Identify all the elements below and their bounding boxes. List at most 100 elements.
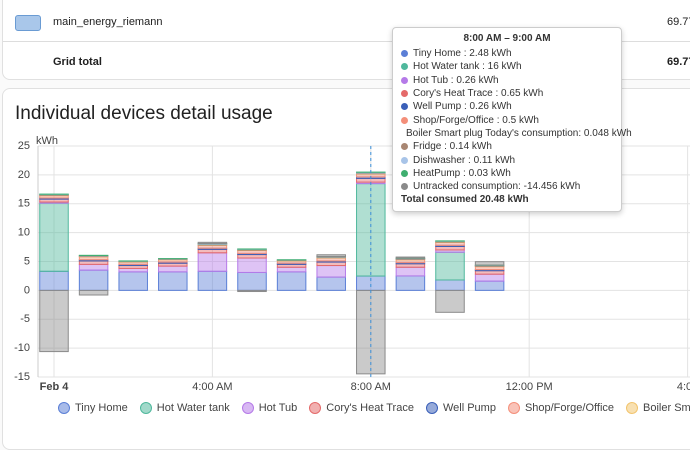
legend-label: Tiny Home — [75, 402, 128, 414]
tooltip-text: Shop/Forge/Office : 0.5 kWh — [413, 115, 539, 126]
tooltip-text: Cory's Heat Trace : 0.65 kWh — [413, 88, 543, 99]
bar-segment — [475, 274, 504, 281]
tooltip-text: Tiny Home : 2.48 kWh — [413, 48, 512, 59]
y-tick-label: 5 — [24, 255, 30, 267]
tooltip-dot — [401, 143, 408, 150]
tooltip-line: Cory's Heat Trace : 0.65 kWh — [401, 87, 613, 100]
bar-segment — [475, 262, 504, 265]
legend-dot — [626, 402, 638, 414]
bar-segment — [40, 271, 69, 290]
tooltip-line: Tiny Home : 2.48 kWh — [401, 47, 613, 60]
bar-segment — [40, 290, 69, 351]
bar-segment — [238, 255, 267, 258]
bar-segment — [436, 290, 465, 312]
bar-segment — [396, 267, 425, 276]
legend-dot — [309, 402, 321, 414]
legend-label: Well Pump — [443, 402, 496, 414]
tooltip-dot — [401, 183, 408, 190]
bar-segment — [198, 253, 227, 271]
tooltip-dot — [401, 90, 408, 97]
y-tick-label: -15 — [14, 371, 30, 383]
legend-label: Boiler Smart plug Today's consumption — [643, 402, 690, 414]
bar-segment — [277, 267, 306, 272]
bar-segment — [79, 270, 108, 290]
bar-segment — [317, 255, 346, 257]
y-tick-label: 0 — [24, 284, 30, 296]
legend-label: Hot Water tank — [157, 402, 230, 414]
legend-item[interactable]: Shop/Forge/Office — [508, 402, 614, 414]
tooltip-line: Untracked consumption: -14.456 kWh — [401, 180, 613, 193]
y-tick-label: 15 — [18, 198, 30, 210]
legend-item[interactable]: Hot Water tank — [140, 402, 230, 414]
legend-dot — [58, 402, 70, 414]
legend-label: Cory's Heat Trace — [326, 402, 414, 414]
bar-segment — [159, 272, 188, 290]
legend-item[interactable]: Boiler Smart plug Today's consumption — [626, 402, 690, 414]
bar-segment — [317, 277, 346, 290]
tooltip-dot — [401, 103, 408, 110]
bar-segment — [198, 242, 227, 243]
tooltip-lines: Tiny Home : 2.48 kWh Hot Water tank : 16 … — [401, 47, 613, 193]
tooltip-dot — [401, 170, 408, 177]
bar-segment — [79, 290, 108, 295]
y-tick-label: 20 — [18, 169, 30, 181]
legend-item[interactable]: Well Pump — [426, 402, 496, 414]
bar-segment — [396, 264, 425, 267]
tooltip-text: Well Pump : 0.26 kWh — [413, 101, 512, 112]
legend-item[interactable]: Hot Tub — [242, 402, 298, 414]
y-tick-label: -10 — [14, 342, 30, 354]
tooltip-dot — [401, 63, 408, 70]
tooltip-dot — [401, 157, 408, 164]
page: main_energy_riemann 69.77 Grid total 69.… — [0, 0, 690, 438]
tooltip-text: Hot Water tank : 16 kWh — [413, 61, 522, 72]
bar-segment — [396, 257, 425, 258]
x-tick-label: 12:00 PM — [506, 381, 553, 393]
legend-item[interactable]: Cory's Heat Trace — [309, 402, 414, 414]
y-axis-label: kWh — [36, 135, 58, 147]
tooltip-text: Hot Tub : 0.26 kWh — [413, 75, 499, 86]
x-tick-label: 4:00 — [677, 381, 690, 393]
y-tick-label: 10 — [18, 227, 30, 239]
tooltip-line: Hot Water tank : 16 kWh — [401, 60, 613, 73]
legend-item[interactable]: Tiny Home — [58, 402, 128, 414]
tooltip-title: 8:00 AM – 9:00 AM — [401, 33, 613, 47]
tooltip-dot — [401, 77, 408, 84]
bar-segment — [238, 272, 267, 290]
legend: Tiny Home Hot Water tank Hot Tub Cory's Hea… — [58, 402, 690, 414]
tooltip-total: Total consumed 20.48 kWh — [401, 194, 613, 205]
bar-segment — [277, 272, 306, 290]
legend-dot — [242, 402, 254, 414]
bar-segment — [317, 262, 346, 265]
y-tick-label: 25 — [18, 140, 30, 152]
bar-segment — [40, 203, 69, 271]
tooltip-line: Well Pump : 0.26 kWh — [401, 100, 613, 113]
tooltip-text: Untracked consumption: -14.456 kWh — [413, 181, 580, 192]
bar-segment — [475, 281, 504, 290]
tooltip-line: Shop/Forge/Office : 0.5 kWh — [401, 113, 613, 126]
tooltip-line: Fridge : 0.14 kWh — [401, 140, 613, 153]
tooltip-text: HeatPump : 0.03 kWh — [413, 168, 511, 179]
tooltip-text: Dishwasher : 0.11 kWh — [413, 155, 515, 166]
legend-label: Shop/Forge/Office — [525, 402, 614, 414]
bar-segment — [119, 268, 148, 271]
tooltip-text: Fridge : 0.14 kWh — [413, 141, 492, 152]
legend-dot — [426, 402, 438, 414]
legend-dot — [140, 402, 152, 414]
y-tick-label: -5 — [20, 313, 30, 325]
x-tick-label: 4:00 AM — [192, 381, 232, 393]
x-tick-label: 8:00 AM — [351, 381, 391, 393]
tooltip-dot — [401, 117, 408, 124]
x-tick-label: Feb 4 — [40, 381, 70, 393]
tooltip-line: Boiler Smart plug Today's consumption: 0… — [401, 127, 613, 140]
tooltip: 8:00 AM – 9:00 AM Tiny Home : 2.48 kWh Ho… — [392, 27, 622, 212]
bar-segment — [238, 290, 267, 291]
bar-segment — [436, 252, 465, 280]
bar-segment — [198, 271, 227, 290]
legend-dot — [508, 402, 520, 414]
tooltip-line: HeatPump : 0.03 kWh — [401, 167, 613, 180]
bar-segment — [79, 261, 108, 264]
bar-segment — [198, 249, 227, 252]
bar-segment — [119, 272, 148, 290]
legend-label: Hot Tub — [259, 402, 298, 414]
tooltip-line: Dishwasher : 0.11 kWh — [401, 153, 613, 166]
